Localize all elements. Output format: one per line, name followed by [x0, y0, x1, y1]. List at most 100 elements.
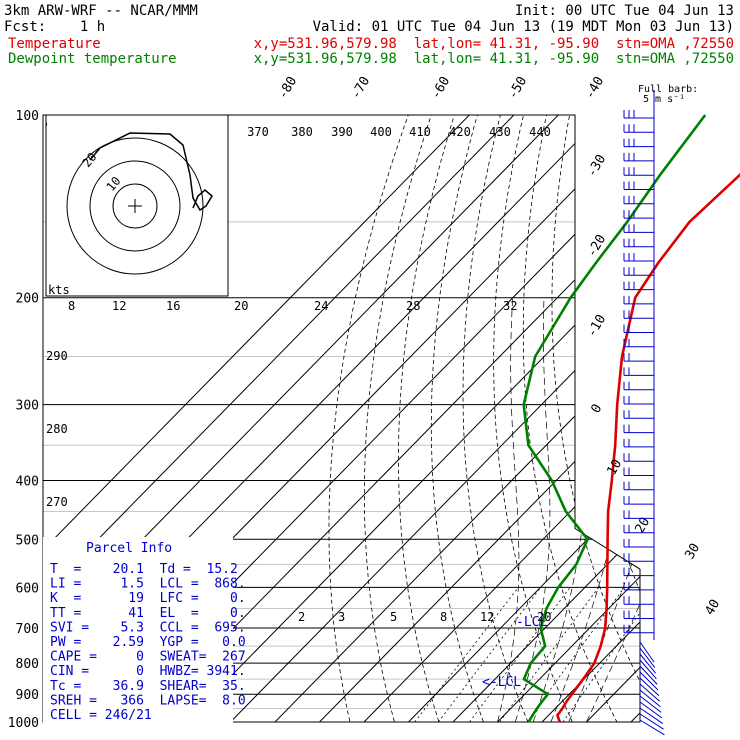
- theta-tick-label: 420: [449, 125, 471, 139]
- isotherm-tick-label: 10: [604, 457, 625, 478]
- hodograph-speed-label: 8: [68, 299, 75, 313]
- isotherm-line: [217, 115, 640, 722]
- isotherm-line: [128, 115, 640, 722]
- model-title: 3km ARW-WRF -- NCAR/MMM: [4, 3, 198, 19]
- parcel-info-row: CELL = 246/21: [50, 708, 152, 723]
- pressure-tick-label: 900: [16, 688, 39, 703]
- moist-adiabat: [514, 297, 551, 722]
- wind-barb: [623, 567, 654, 577]
- wind-barb: [623, 396, 654, 405]
- hodograph-speed-label: 28: [406, 299, 420, 313]
- wind-barb: [623, 138, 654, 148]
- isotherm-line: [618, 115, 640, 722]
- pressure-tick-label: 500: [16, 533, 39, 548]
- wind-barb: [623, 553, 654, 562]
- barb-low-level: [639, 701, 663, 719]
- wind-barb: [623, 496, 654, 505]
- isotherm-line: [43, 115, 497, 722]
- init-time: Init: 00 UTC Tue 04 Jun 13: [515, 3, 734, 19]
- dry-adiabat: [632, 115, 640, 722]
- moist-adiabat: [568, 297, 640, 722]
- isotherm-tick-label: 20: [632, 515, 653, 536]
- hodograph-speed-label: 20: [234, 299, 248, 313]
- barb-low-level: [639, 653, 656, 674]
- isotherm-tick-label: -20: [584, 232, 609, 260]
- dewpoint-location: x,y=531.96,579.98 lat,lon= 41.31, -95.90…: [254, 51, 734, 67]
- hodograph-speed-label: 32: [503, 299, 517, 313]
- parcel-info-row: Tc = 36.9 SHEAR= 35.: [50, 679, 246, 694]
- full-barb-label: Full barb:: [638, 84, 698, 95]
- forecast-hour: Fcst: 1 h: [4, 19, 105, 35]
- wind-barb: [623, 152, 654, 162]
- temperature-legend: Temperature: [8, 36, 101, 52]
- pressure-tick-label: 1000: [8, 716, 39, 731]
- wind-barb: [623, 267, 654, 276]
- mixing-ratio-label: 3: [338, 610, 345, 624]
- pressure-tick-label: 300: [16, 399, 39, 414]
- theta-tick-label: 410: [409, 125, 431, 139]
- mixing-ratio-label: 5: [390, 610, 397, 624]
- hodograph-speed-label: 16: [166, 299, 180, 313]
- barb-low-level: [639, 665, 658, 685]
- theta-left-label: 280: [46, 422, 68, 436]
- dry-adiabat: [493, 115, 579, 722]
- barb-low-level: [639, 659, 657, 680]
- moist-adiabat: [532, 297, 587, 722]
- dry-adiabat: [707, 87, 740, 735]
- hodograph-ring: [112, 183, 158, 229]
- isotherm-tick-label: 0: [588, 402, 605, 416]
- mixing-ratio-label: 20: [537, 610, 551, 624]
- wind-barb: [623, 524, 654, 534]
- parcel-info-row: PW = 2.59 YGP = 0.0: [50, 635, 246, 650]
- theta-tick-label: 400: [370, 125, 392, 139]
- hodograph-speed-label: 24: [314, 299, 328, 313]
- wind-barb: [623, 481, 654, 491]
- wind-barb: [623, 338, 654, 348]
- temperature-line: [556, 172, 740, 723]
- wind-barb: [623, 238, 654, 248]
- mixing-ratio-line: [499, 587, 600, 722]
- isotherm-line: [173, 115, 640, 722]
- isotherm-tick-label: -80: [275, 74, 300, 102]
- wind-barb: [623, 381, 654, 391]
- pressure-tick-label: 600: [16, 581, 39, 596]
- isotherm-line: [43, 115, 542, 722]
- wind-barb: [623, 510, 654, 519]
- theta-tick-label: 380: [291, 125, 313, 139]
- sounding-profiles: [522, 114, 740, 723]
- barb-low-level: [639, 677, 660, 696]
- lcl-lower-label: <-LCL: [482, 675, 521, 690]
- wind-barb: [623, 281, 654, 291]
- wind-barb: [623, 410, 654, 419]
- hodograph-ring: [89, 160, 181, 252]
- wind-barb: [623, 224, 654, 233]
- barb-low-level: [639, 641, 655, 663]
- hodograph-kts-label: kts: [48, 283, 70, 297]
- dry-adiabat: [364, 115, 442, 722]
- theta-tick-label: 430: [489, 125, 511, 139]
- wind-barb: [623, 110, 654, 119]
- isotherm-line: [440, 115, 640, 722]
- isotherm-tick-label: 30: [682, 541, 703, 562]
- lcl-upper-label: -LCL: [516, 615, 547, 630]
- wind-barb: [623, 210, 654, 219]
- barb-low-level: [639, 719, 665, 736]
- wind-barb: [623, 181, 654, 190]
- barb-low-level: [639, 689, 661, 708]
- wind-barb: [623, 424, 654, 434]
- parcel-info-row: K = 19 LFC = 0.: [50, 591, 246, 606]
- parcel-info-row: SVI = 5.3 CCL = 695.: [50, 620, 246, 635]
- full-barb-units: 5 m s⁻¹: [643, 94, 685, 105]
- dewpoint-legend: Dewpoint temperature: [8, 51, 177, 67]
- isotherm-line: [262, 115, 640, 722]
- isotherm-tick-label: -30: [584, 152, 609, 180]
- pressure-tick-label: 800: [16, 657, 39, 672]
- barb-low-level: [639, 683, 660, 702]
- wind-barb: [623, 539, 654, 548]
- dry-adiabat: [430, 115, 489, 722]
- dry-adiabat: [462, 115, 534, 722]
- isotherm-tick-label: -10: [584, 312, 609, 340]
- parcel-info-row: T = 20.1 Td = 15.2: [50, 562, 238, 577]
- isotherm-tick-label: -70: [348, 74, 373, 102]
- wind-barb: [623, 353, 654, 362]
